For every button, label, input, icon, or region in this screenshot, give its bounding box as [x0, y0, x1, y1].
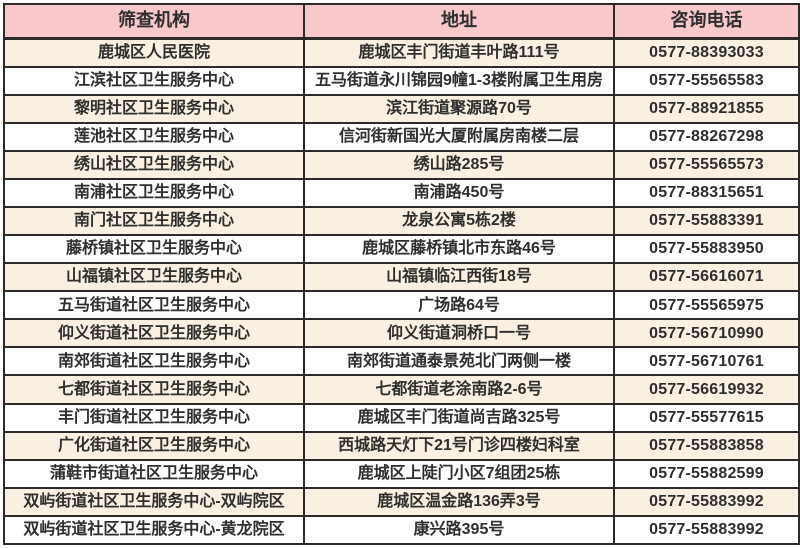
phone-cell: 0577-55565583: [613, 65, 800, 96]
table-row: 绣山社区卫生服务中心 绣山路285号 0577-55565573: [3, 149, 800, 181]
address-cell: 南浦路450号: [303, 178, 615, 209]
table-header: 筛查机构 地址 咨询电话: [3, 3, 800, 40]
institution-cell: 七都街道社区卫生服务中心: [3, 374, 305, 405]
table-row: 藤桥镇社区卫生服务中心 鹿城区藤桥镇北市东路46号 0577-55883950: [3, 234, 800, 265]
phone-cell: 0577-56616071: [613, 262, 800, 293]
phone-cell: 0577-55882599: [613, 458, 800, 489]
table-row: 七都街道社区卫生服务中心 七都街道老涂南路2-6号 0577-56619932: [3, 374, 800, 405]
address-cell: 信河街新国光大厦附属房南楼二层: [303, 121, 615, 152]
table-row: 南浦社区卫生服务中心 南浦路450号 0577-88315651: [3, 178, 800, 209]
phone-cell: 0577-88267298: [613, 121, 800, 152]
table-row: 广化街道社区卫生服务中心 西城路天灯下21号门诊四楼妇科室 0577-55883…: [3, 430, 800, 461]
address-cell: 康兴路395号: [303, 514, 615, 546]
address-cell: 鹿城区温金路136弄3号: [303, 486, 615, 517]
institution-cell: 黎明社区卫生服务中心: [3, 93, 305, 124]
phone-cell: 0577-55565573: [613, 149, 800, 181]
institution-cell: 双屿街道社区卫生服务中心-双屿院区: [3, 486, 305, 517]
institution-cell: 双屿街道社区卫生服务中心-黄龙院区: [3, 514, 305, 546]
phone-cell: 0577-55577615: [613, 402, 800, 433]
table-row: 黎明社区卫生服务中心 滨江街道聚源路70号 0577-88921855: [3, 93, 800, 124]
phone-cell: 0577-56710761: [613, 346, 800, 377]
phone-cell: 0577-88315651: [613, 178, 800, 209]
table-body: 鹿城区人民医院 鹿城区丰门街道丰叶路111号 0577-88393033 江滨社…: [3, 37, 800, 546]
institution-cell: 藤桥镇社区卫生服务中心: [3, 234, 305, 265]
institution-cell: 南浦社区卫生服务中心: [3, 178, 305, 209]
address-cell: 广场路64号: [303, 290, 615, 321]
table-row: 丰门街道社区卫生服务中心 鹿城区丰门街道尚吉路325号 0577-5557761…: [3, 402, 800, 433]
address-cell: 南郊街道通泰景苑北门两侧一楼: [303, 346, 615, 377]
phone-cell: 0577-55883992: [613, 486, 800, 517]
column-header-address: 地址: [303, 3, 615, 40]
screening-institutions-table: 筛查机构 地址 咨询电话 鹿城区人民医院 鹿城区丰门街道丰叶路111号 0577…: [3, 3, 800, 546]
address-cell: 山福镇临江西街18号: [303, 262, 615, 293]
phone-cell: 0577-88921855: [613, 93, 800, 124]
address-cell: 龙泉公寓5栋2楼: [303, 206, 615, 237]
institution-cell: 南郊街道社区卫生服务中心: [3, 346, 305, 377]
address-cell: 五马街道永川锦园9幢1-3楼附属卫生用房: [303, 65, 615, 96]
institution-cell: 蒲鞋市街道社区卫生服务中心: [3, 458, 305, 489]
phone-cell: 0577-55565975: [613, 290, 800, 321]
institution-cell: 仰义街道社区卫生服务中心: [3, 318, 305, 349]
institution-cell: 丰门街道社区卫生服务中心: [3, 402, 305, 433]
institution-cell: 广化街道社区卫生服务中心: [3, 430, 305, 461]
address-cell: 仰义街道洞桥口一号: [303, 318, 615, 349]
institution-cell: 山福镇社区卫生服务中心: [3, 262, 305, 293]
table-row: 蒲鞋市街道社区卫生服务中心 鹿城区上陡门小区7组团25栋 0577-558825…: [3, 458, 800, 489]
institution-cell: 鹿城区人民医院: [3, 37, 305, 68]
address-cell: 绣山路285号: [303, 149, 615, 181]
institution-cell: 绣山社区卫生服务中心: [3, 149, 305, 181]
phone-cell: 0577-56710990: [613, 318, 800, 349]
phone-cell: 0577-55883950: [613, 234, 800, 265]
phone-cell: 0577-56619932: [613, 374, 800, 405]
table-row: 双屿街道社区卫生服务中心-黄龙院区 康兴路395号 0577-55883992: [3, 514, 800, 546]
table-row: 南郊街道社区卫生服务中心 南郊街道通泰景苑北门两侧一楼 0577-5671076…: [3, 346, 800, 377]
column-header-phone: 咨询电话: [613, 3, 800, 40]
header-row: 筛查机构 地址 咨询电话: [3, 3, 800, 40]
phone-cell: 0577-55883858: [613, 430, 800, 461]
table-row: 五马街道社区卫生服务中心 广场路64号 0577-55565975: [3, 290, 800, 321]
table-row: 鹿城区人民医院 鹿城区丰门街道丰叶路111号 0577-88393033: [3, 37, 800, 68]
table-row: 南门社区卫生服务中心 龙泉公寓5栋2楼 0577-55883391: [3, 206, 800, 237]
table-row: 仰义街道社区卫生服务中心 仰义街道洞桥口一号 0577-56710990: [3, 318, 800, 349]
table-row: 山福镇社区卫生服务中心 山福镇临江西街18号 0577-56616071: [3, 262, 800, 293]
column-header-institution: 筛查机构: [3, 3, 305, 40]
institution-cell: 莲池社区卫生服务中心: [3, 121, 305, 152]
institution-cell: 南门社区卫生服务中心: [3, 206, 305, 237]
phone-cell: 0577-55883391: [613, 206, 800, 237]
address-cell: 西城路天灯下21号门诊四楼妇科室: [303, 430, 615, 461]
address-cell: 鹿城区上陡门小区7组团25栋: [303, 458, 615, 489]
institution-cell: 五马街道社区卫生服务中心: [3, 290, 305, 321]
table-row: 莲池社区卫生服务中心 信河街新国光大厦附属房南楼二层 0577-88267298: [3, 121, 800, 152]
address-cell: 滨江街道聚源路70号: [303, 93, 615, 124]
table-row: 双屿街道社区卫生服务中心-双屿院区 鹿城区温金路136弄3号 0577-5588…: [3, 486, 800, 517]
address-cell: 鹿城区丰门街道丰叶路111号: [303, 37, 615, 68]
address-cell: 鹿城区丰门街道尚吉路325号: [303, 402, 615, 433]
address-cell: 鹿城区藤桥镇北市东路46号: [303, 234, 615, 265]
table-row: 江滨社区卫生服务中心 五马街道永川锦园9幢1-3楼附属卫生用房 0577-555…: [3, 65, 800, 96]
institution-cell: 江滨社区卫生服务中心: [3, 65, 305, 96]
address-cell: 七都街道老涂南路2-6号: [303, 374, 615, 405]
phone-cell: 0577-55883992: [613, 514, 800, 546]
phone-cell: 0577-88393033: [613, 37, 800, 68]
